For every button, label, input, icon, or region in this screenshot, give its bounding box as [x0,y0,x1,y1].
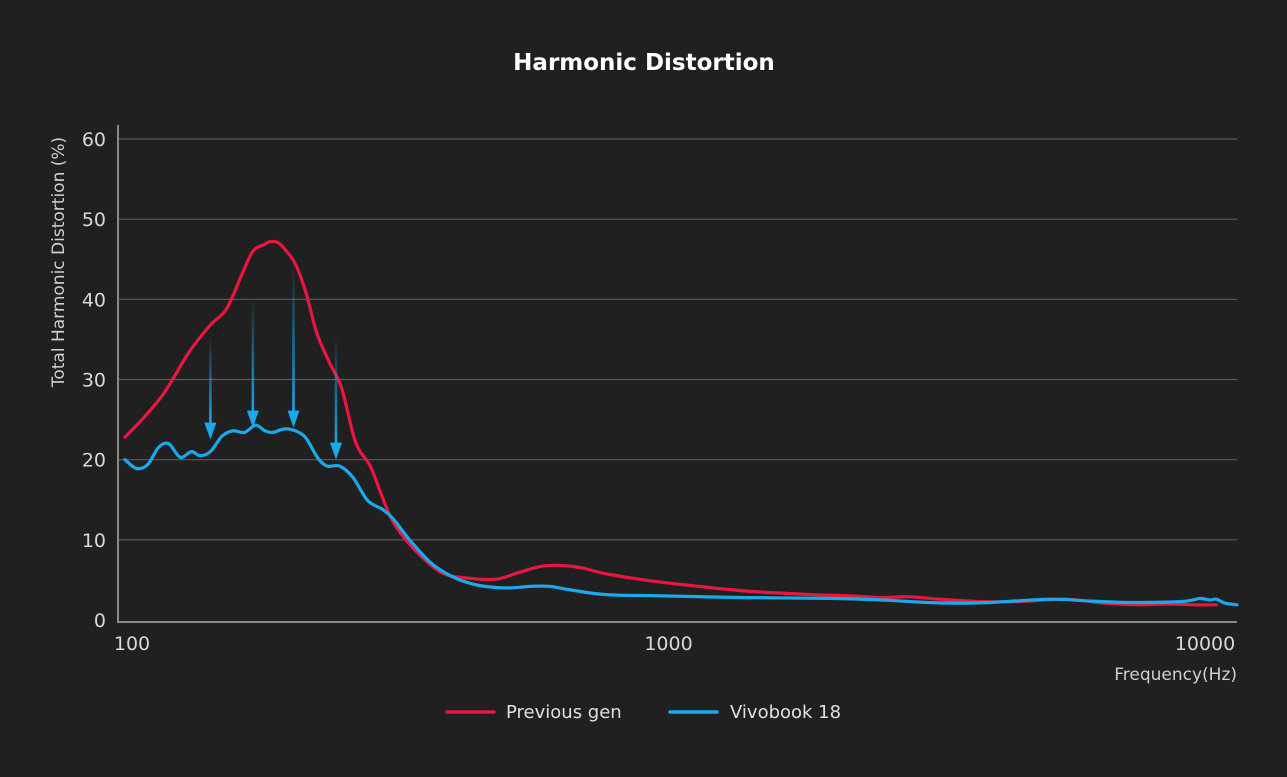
reduction-arrow-head [246,410,259,428]
reduction-arrow-shaft [334,335,338,446]
legend-item-vivobook-18: Vivobook 18 [668,702,841,723]
y-tick-label-10: 10 [82,530,106,552]
y-tick-label-30: 30 [82,370,106,392]
reduction-arrow-head [329,442,342,460]
reduction-arrow-shaft [292,263,295,414]
gridlines [118,138,1237,541]
y-tick-label-0: 0 [94,610,106,632]
reduction-arrow-head [287,410,300,428]
reduction-arrow-3 [287,263,300,428]
x-tick-label-10000: 10000 [1175,633,1235,655]
series-line-previous-gen [123,239,1218,607]
y-tick-label-60: 60 [82,129,106,151]
x-axis-label: Frequency(Hz) [1114,665,1237,685]
y-tick-label-20: 20 [82,450,106,472]
legend-label-vivobook-18: Vivobook 18 [730,702,841,723]
y-tick-label-40: 40 [82,289,106,311]
chart-title: Harmonic Distortion [513,50,775,76]
reduction-arrow-1 [204,335,217,440]
y-tick-labels: 0 10 20 30 40 50 60 [82,129,106,632]
y-tick-label-50: 50 [82,209,106,231]
reduction-arrows [204,263,342,460]
reduction-arrow-2 [246,299,259,428]
reduction-arrow-shaft [209,335,212,426]
legend-label-previous-gen: Previous gen [506,702,622,723]
series-lines [123,239,1239,607]
reduction-arrow-head [204,422,217,440]
series-line-vivobook-18 [123,423,1239,607]
x-tick-label-100: 100 [114,633,150,655]
reduction-arrow-4 [329,335,342,460]
legend-item-previous-gen: Previous gen [445,702,622,723]
x-tick-label-1000: 1000 [644,633,692,655]
reduction-arrow-shaft [251,299,255,414]
legend: Previous gen Vivobook 18 [445,702,841,723]
y-axis-label: Total Harmonic Distortion (%) [49,137,69,388]
x-tick-labels: 100 1000 10000 [114,633,1235,655]
axes [117,125,1237,623]
